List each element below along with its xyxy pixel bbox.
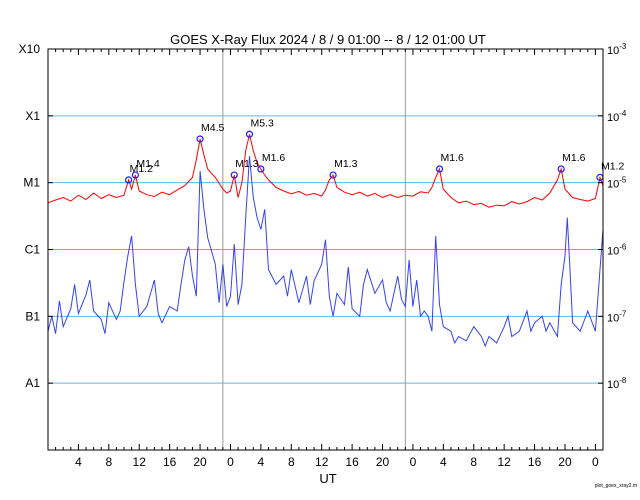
y-right-mantissa: 10 xyxy=(607,312,619,324)
x-axis-label: UT xyxy=(319,471,336,486)
y-left-label-a1: A1 xyxy=(25,376,40,390)
x-tick-label-4: 16 xyxy=(163,455,177,469)
flare-marker-7 xyxy=(329,171,337,179)
flare-marker-1 xyxy=(124,176,133,184)
x-tick-label-9: 12 xyxy=(315,455,329,469)
x-tick-label-5: 20 xyxy=(193,455,207,469)
y-right-label-4: 10-5 xyxy=(607,176,627,191)
x-tick-label-17: 20 xyxy=(558,455,572,469)
x-tick-label-10: 16 xyxy=(345,455,359,469)
y-right-mantissa: 10 xyxy=(607,112,619,124)
y-left-label-b1: B1 xyxy=(25,309,40,323)
flare-label-9: M1.6 xyxy=(562,152,586,164)
series-layer xyxy=(47,134,604,348)
x-tick-label-2: 8 xyxy=(105,455,112,469)
flare-label-3: M4.5 xyxy=(201,122,225,134)
x-tick-label-12: 0 xyxy=(410,455,417,469)
chart-title: GOES X-Ray Flux 2024 / 8 / 9 01:00 -- 8 … xyxy=(170,32,486,47)
y-right-label-6: 10-3 xyxy=(607,42,627,57)
x-tick-label-14: 8 xyxy=(470,455,477,469)
flare-label-7: M1.3 xyxy=(334,158,358,170)
y-left-label-m1: M1 xyxy=(23,176,40,190)
series-line-2 xyxy=(47,156,604,348)
y-right-label-2: 10-7 xyxy=(607,309,627,324)
flare-label-8: M1.6 xyxy=(441,152,465,164)
grid-layer xyxy=(48,49,603,450)
flare-marker-2 xyxy=(131,171,140,179)
x-tick-label-3: 12 xyxy=(133,455,147,469)
footer-text: plot_goes_xray2.m xyxy=(595,483,637,489)
y-right-mantissa: 10 xyxy=(607,179,619,191)
flare-marker-5 xyxy=(245,130,254,138)
x-tick-label-8: 8 xyxy=(288,455,295,469)
y-right-mantissa: 10 xyxy=(607,246,619,258)
flare-marker-4 xyxy=(230,171,238,179)
y-right-exponent: -3 xyxy=(619,42,627,51)
flare-label-10: M1.2 xyxy=(601,160,625,172)
flare-marker-3 xyxy=(196,135,204,143)
y-right-label-1: 10-8 xyxy=(607,376,627,391)
x-tick-label-18: 0 xyxy=(592,455,599,469)
x-tick-label-6: 0 xyxy=(227,455,234,469)
annotation-layer: M1.2M1.4M4.5M1.3M5.3M1.6M1.3M1.6 M1.6M1.2 xyxy=(124,117,625,184)
y-right-label-3: 10-6 xyxy=(607,243,627,258)
y-right-exponent: -7 xyxy=(619,309,627,318)
flare-marker-6 xyxy=(257,165,265,173)
flare-label-2: M1.4 xyxy=(136,158,160,170)
x-tick-label-1: 4 xyxy=(75,455,82,469)
flare-label-4: M1.3 xyxy=(235,158,259,170)
y-left-label-c1: C1 xyxy=(25,243,41,257)
y-right-mantissa: 10 xyxy=(607,379,619,391)
x-tick-label-13: 4 xyxy=(440,455,447,469)
series-line-1 xyxy=(47,134,604,208)
flare-marker-8 xyxy=(435,165,444,173)
x-tick-label-7: 4 xyxy=(258,455,265,469)
x-tick-label-11: 20 xyxy=(376,455,390,469)
y-right-exponent: -4 xyxy=(619,109,627,118)
flare-label-6: M1.6 xyxy=(262,152,286,164)
y-right-mantissa: 10 xyxy=(607,45,619,57)
y-left-label-x10: X10 xyxy=(19,42,41,56)
x-tick-label-16: 16 xyxy=(528,455,542,469)
y-right-exponent: -5 xyxy=(619,176,627,185)
flare-label-5: M5.3 xyxy=(250,117,274,129)
y-right-exponent: -8 xyxy=(619,376,627,385)
y-right-exponent: -6 xyxy=(619,243,627,252)
x-tick-label-15: 12 xyxy=(497,455,511,469)
y-left-label-x1: X1 xyxy=(25,109,40,123)
y-right-label-5: 10-4 xyxy=(607,109,627,124)
flare-marker-9 xyxy=(557,165,565,173)
